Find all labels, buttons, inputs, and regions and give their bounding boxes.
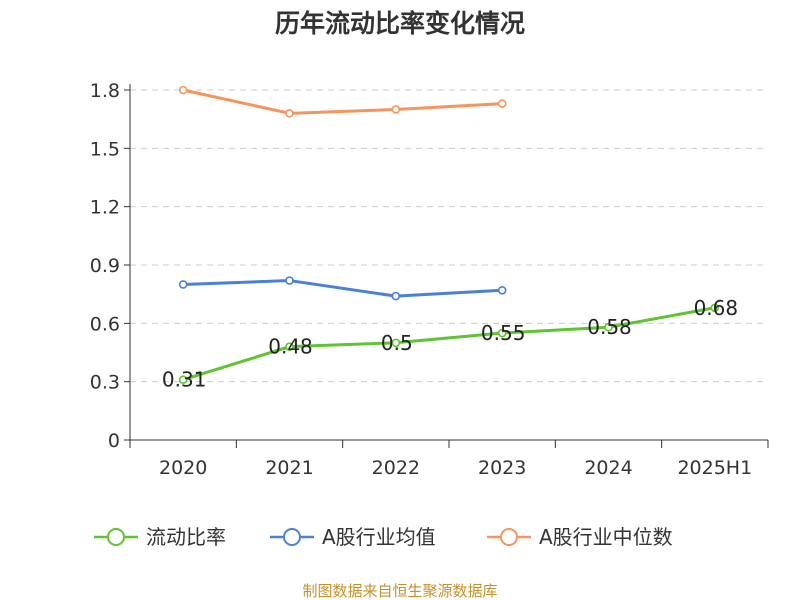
series-0-point-2025H1 [710, 303, 720, 313]
data-label-2023: 0.55 [481, 321, 526, 345]
y-tick-label-3: 0.9 [90, 255, 120, 277]
legend-swatch-marker [500, 528, 518, 546]
series-line-2 [182, 88, 503, 115]
x-tick-label-2023: 2023 [478, 457, 526, 479]
grid [130, 89, 768, 383]
legend-swatch-marker [283, 528, 301, 546]
y-tick-label-5: 1.5 [90, 138, 120, 160]
x-tick-label-2025H1: 2025H1 [677, 457, 752, 479]
series-1-point-2022 [391, 291, 401, 301]
legend: 流动比率 A股行业均值 A股行业中位数 [94, 525, 673, 549]
legend-item-1: A股行业均值 [270, 525, 436, 549]
legend-label: A股行业均值 [322, 525, 436, 549]
y-tick-label-0: 0 [108, 430, 120, 452]
series-1-point-2021 [285, 276, 294, 285]
legend-item-2: A股行业中位数 [487, 525, 673, 549]
y-tick-label-1: 0.3 [90, 372, 120, 394]
series-1-point-2020 [178, 280, 188, 289]
source-note: 制图数据来自恒生聚源数据库 [302, 582, 497, 600]
series-0-point-2021 [285, 342, 294, 351]
x-tick-label-2020: 2020 [159, 457, 207, 479]
series-line-1 [183, 279, 503, 298]
data-label-2021: 0.48 [268, 335, 313, 359]
series-0-point-2023 [497, 328, 507, 338]
data-label-2024: 0.58 [587, 315, 632, 339]
series-2-point-2023 [497, 99, 507, 108]
x-tick-label-2021: 2021 [265, 457, 313, 479]
series-2-point-2021 [285, 109, 294, 118]
series-2-point-2020 [178, 85, 188, 95]
legend-swatch-marker [107, 528, 125, 546]
data-label-2025H1: 0.68 [694, 296, 739, 320]
series-line-0 [182, 306, 716, 382]
data-labels: 0.31 0.48 0.5 0.55 0.58 0.68 [162, 296, 738, 392]
legend-item-0: 流动比率 [94, 525, 226, 549]
series-0-point-2020 [178, 375, 188, 385]
series-lines [178, 85, 720, 385]
x-tick-label-2022: 2022 [372, 457, 420, 479]
chart-title: 历年流动比率变化情况 [275, 9, 525, 38]
data-label-2022: 0.5 [381, 331, 413, 355]
axes: 0 0.3 0.6 0.9 1.2 1.5 1.8 2020 2021 2022 2023 2024 2… [90, 80, 769, 479]
series-0-point-2024 [604, 322, 613, 332]
series-0-point-2022 [391, 338, 401, 348]
series-1-point-2023 [497, 285, 507, 295]
y-tick-label-2: 0.6 [90, 313, 120, 335]
data-label-2020: 0.31 [162, 368, 207, 392]
y-tick-label-6: 1.8 [90, 80, 120, 102]
y-tick-label-4: 1.2 [90, 197, 120, 219]
legend-label: A股行业中位数 [539, 525, 673, 549]
legend-label: 流动比率 [146, 525, 226, 549]
series-2-point-2022 [391, 105, 401, 114]
x-tick-label-2024: 2024 [584, 457, 632, 479]
